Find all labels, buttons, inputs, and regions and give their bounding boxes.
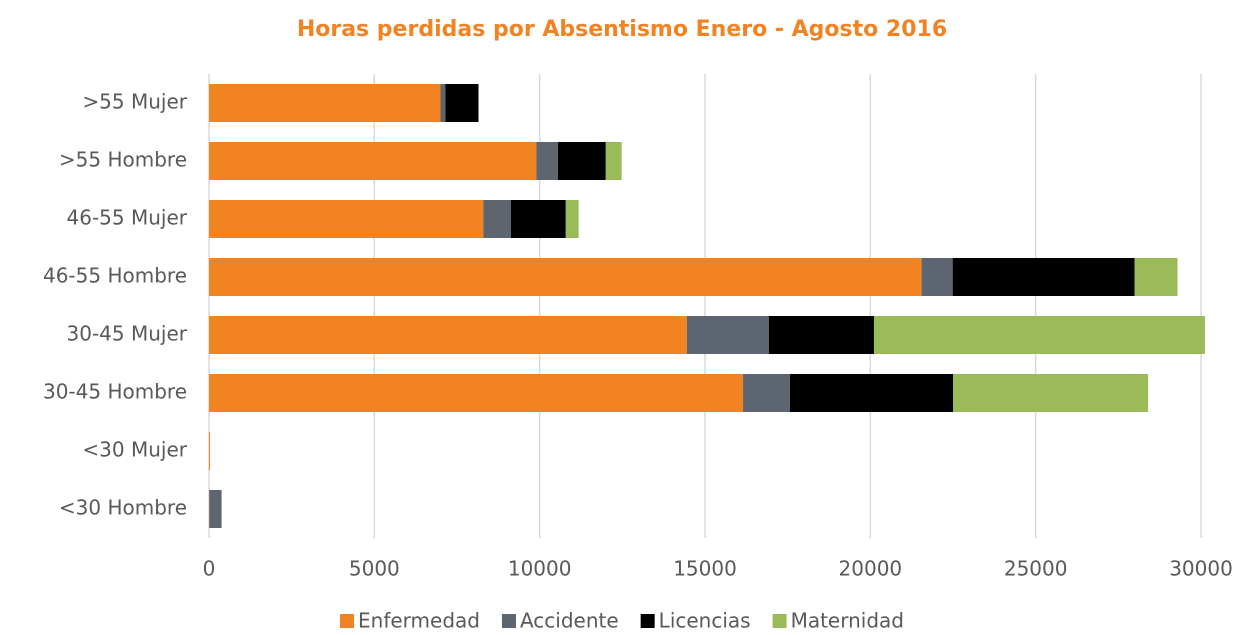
bar-segment [510,200,566,238]
legend-swatch [340,614,354,628]
y-tick-label: 46-55 Hombre [43,264,187,288]
bar-segment [440,84,446,122]
bar-segment [873,316,1205,354]
bar-segment [209,490,222,528]
bar-segment [557,142,606,180]
y-tick-label: 46-55 Mujer [67,206,188,230]
bar-segment [953,374,1149,412]
bar-segment [686,316,769,354]
bar-segment [209,316,687,354]
bar-segment [209,432,210,470]
legend-label: Maternidad [791,609,904,633]
y-tick-label: >55 Hombre [59,148,187,172]
legend-label: Enfermedad [358,609,480,633]
bar-segment [605,142,622,180]
bar-segment [209,142,537,180]
bar-segment [952,258,1135,296]
bar-segment [921,258,953,296]
x-tick-label: 0 [203,557,216,581]
bar-segment [536,142,558,180]
x-tick-label: 5000 [349,557,400,581]
x-tick-label: 15000 [673,557,737,581]
bar-segment [445,84,479,122]
bar-segment [483,200,511,238]
y-tick-label: <30 Hombre [59,496,187,520]
legend-swatch [640,614,655,628]
y-tick-label: 30-45 Hombre [43,380,187,404]
x-tick-label: 10000 [508,557,572,581]
legend-label: Accidente [520,609,619,633]
legend-swatch [772,614,787,628]
bar-segment [209,374,744,412]
bar-segment [768,316,874,354]
legend-swatch [501,614,516,628]
bar-segment [209,200,484,238]
bar-segment [789,374,953,412]
bar-segment [1134,258,1178,296]
x-tick-label: 30000 [1169,557,1233,581]
bar-segment [209,84,441,122]
x-tick-label: 25000 [1004,557,1068,581]
chart-title: Horas perdidas por Absentismo Enero - Ag… [297,17,947,42]
bar-segment [209,258,922,296]
bar-segment [565,200,579,238]
x-tick-label: 20000 [839,557,903,581]
y-tick-label: <30 Mujer [82,438,187,462]
y-tick-label: >55 Mujer [82,90,187,114]
bar-segment [743,374,790,412]
legend-label: Licencias [659,609,751,633]
y-tick-label: 30-45 Mujer [67,322,188,346]
